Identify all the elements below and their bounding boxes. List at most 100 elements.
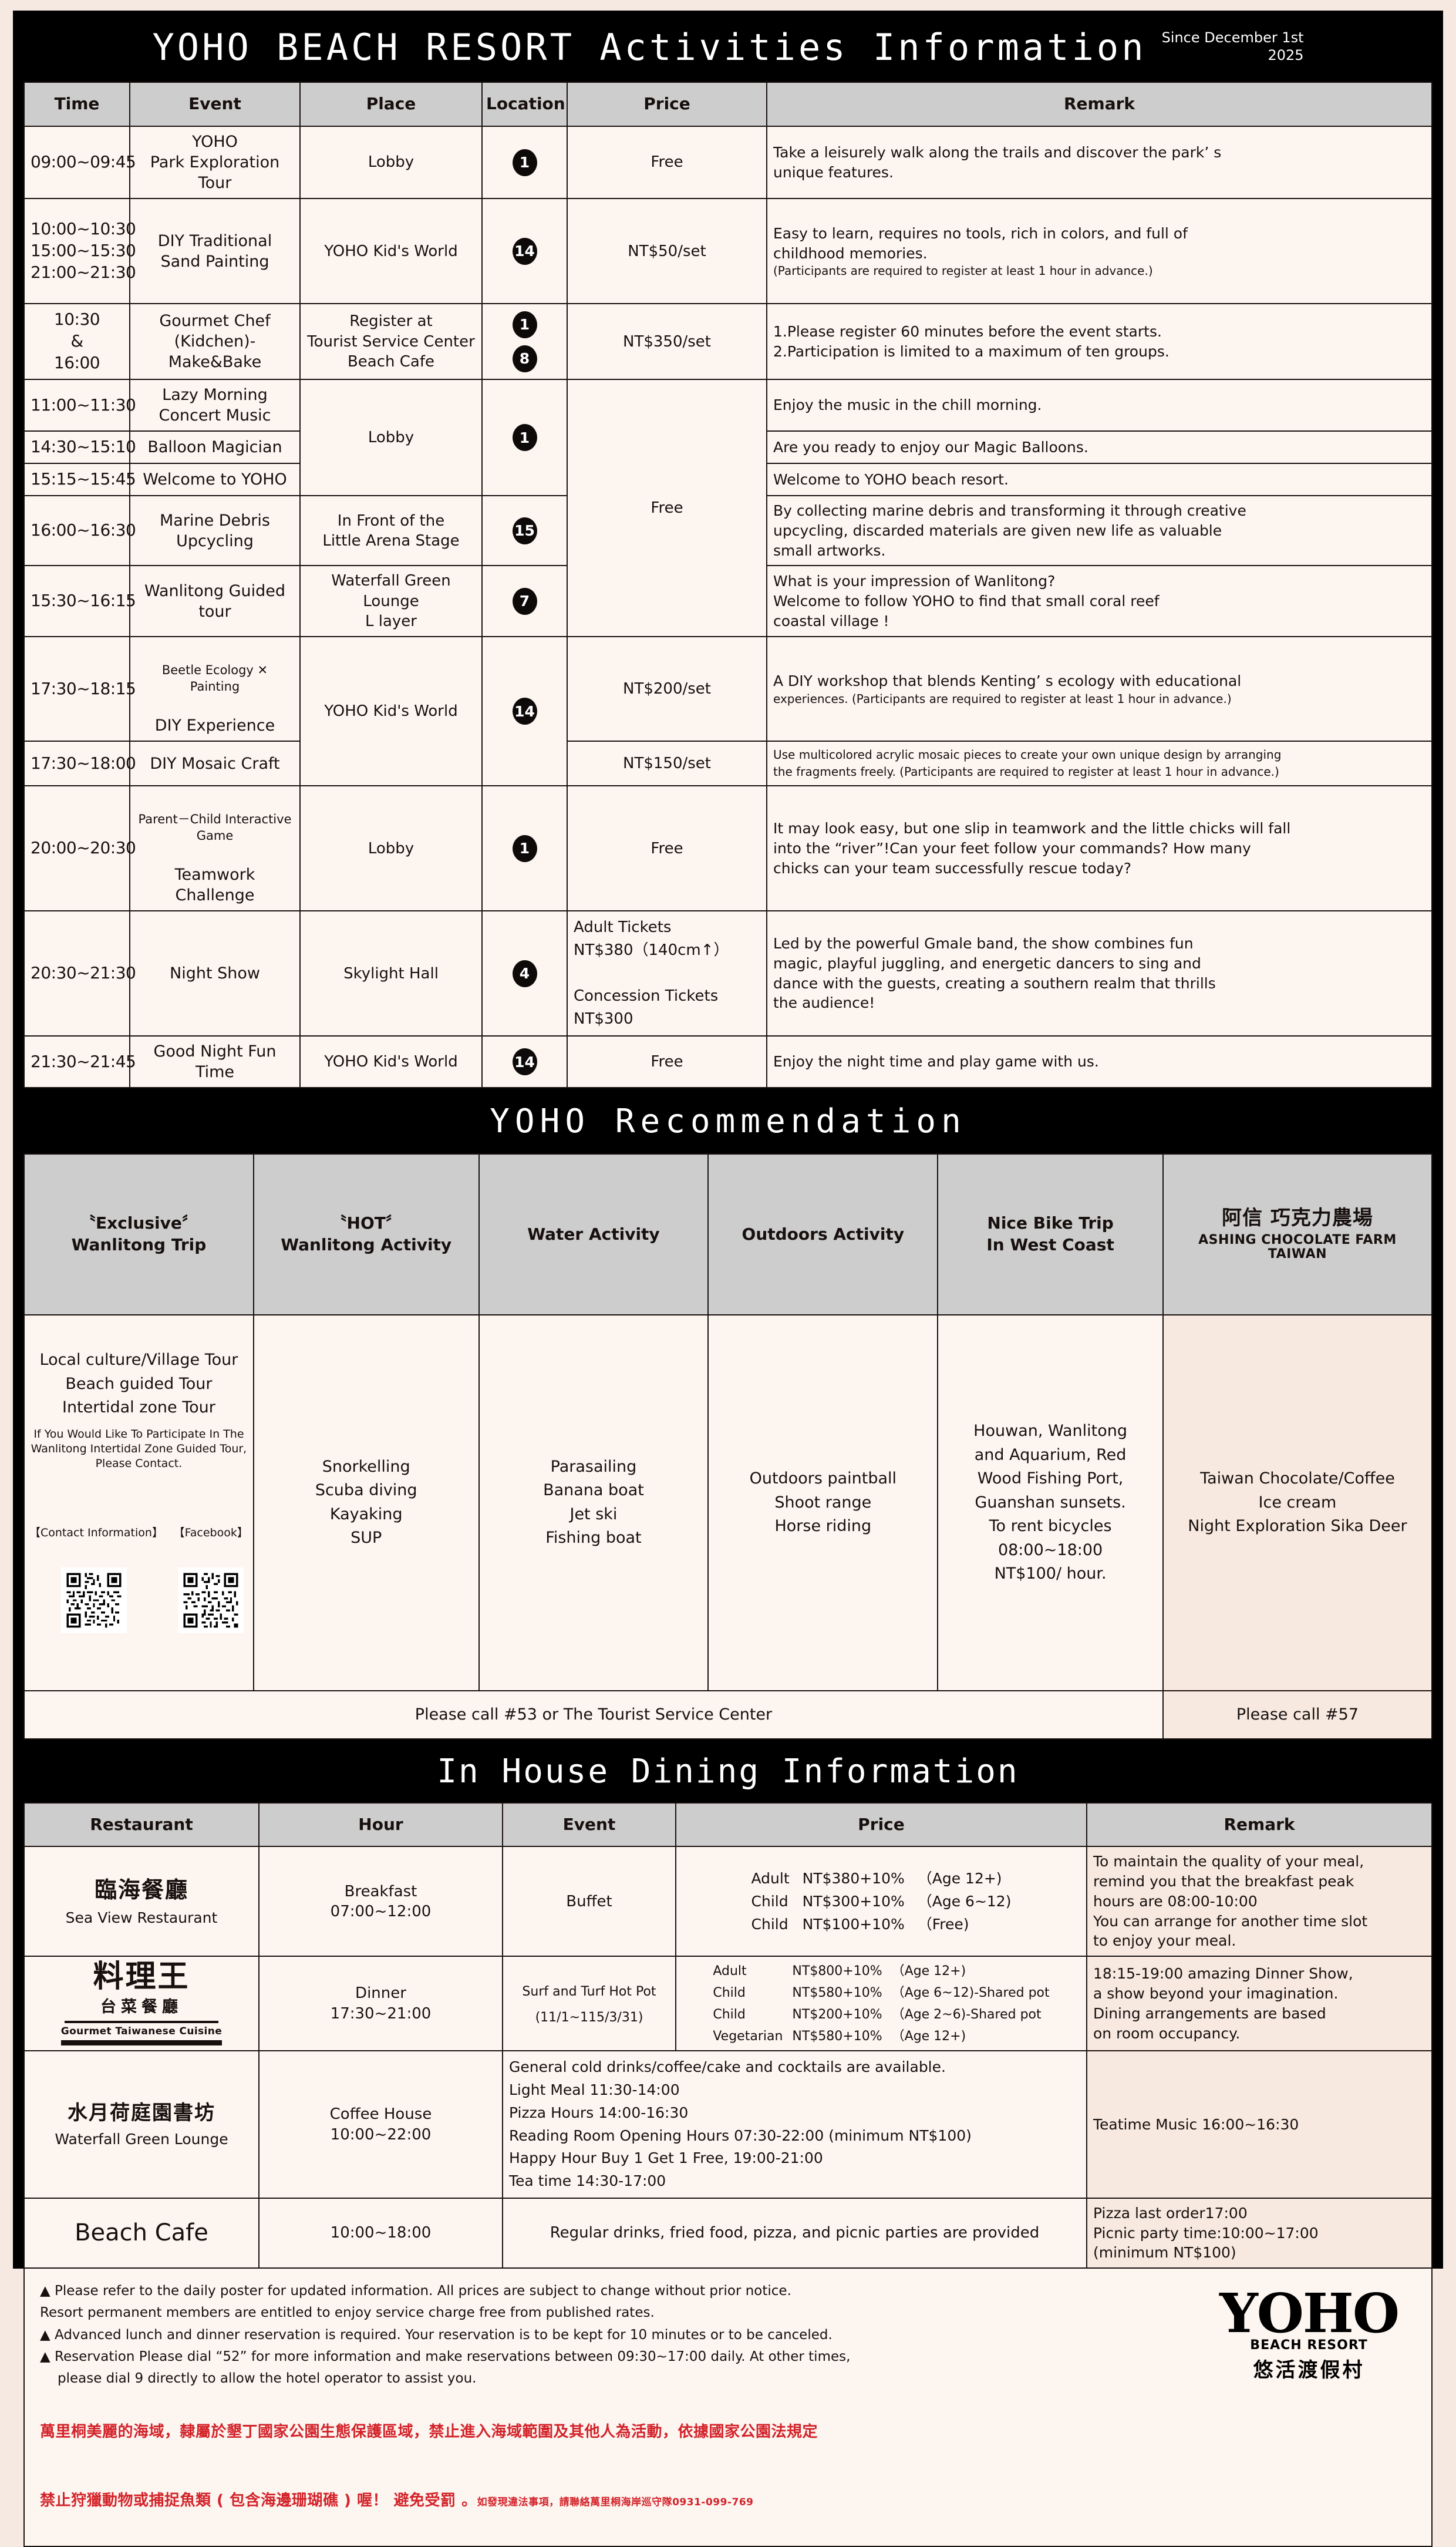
cell-price: NT$150/set	[567, 741, 767, 787]
cell-price: Adult Tickets NT$380（140cm↑） Concession …	[567, 910, 767, 1037]
rec-col-exclusive: 〝Exclusive〞 Wanlitong Trip	[23, 1153, 254, 1315]
cell-price: NT$350/set	[567, 303, 767, 381]
notes-list: ▲ Please refer to the daily poster for u…	[40, 2280, 850, 2535]
cell-remark: What is your impression of Wanlitong? We…	[766, 565, 1433, 638]
poster-page: YOHO BEACH RESORT Activities Information…	[13, 11, 1443, 2547]
rec-exclusive-note: If You Would Like To Participate In The …	[31, 1427, 247, 1470]
price-age: （Age 12+)	[891, 2028, 966, 2044]
cell-price: Free	[567, 1035, 767, 1089]
recommendation-header-row: 〝Exclusive〞 Wanlitong Trip 〝HOT〞 Wanlito…	[23, 1153, 1433, 1315]
cell-place: Skylight Hall	[299, 910, 483, 1037]
rec-col-bike: Nice Bike Trip In West Coast	[937, 1153, 1164, 1315]
brand-name-cn: 悠活渡假村	[1253, 2358, 1365, 2383]
restaurant-name-en: Waterfall Green Lounge	[55, 2131, 228, 2148]
cell-remark: To maintain the quality of your meal, re…	[1086, 1846, 1433, 1957]
cell-price: Free	[567, 785, 767, 912]
table-row: 15:15~15:45 Welcome to YOHO Welcome to Y…	[23, 463, 1433, 497]
rec-col-hot: 〝HOT〞 Wanlitong Activity	[252, 1153, 480, 1315]
cell-place: Register at Tourist Service Center Beach…	[299, 303, 483, 381]
cell-remark: Welcome to YOHO beach resort.	[766, 463, 1433, 497]
qr-contact-label: 【Contact Information】	[29, 1526, 163, 1539]
brand-name: YOHO	[1219, 2282, 1400, 2346]
cell-location: 1	[481, 125, 568, 200]
price-age: （Free)	[917, 1916, 969, 1933]
main-banner: YOHO BEACH RESORT Activities Information…	[13, 11, 1443, 82]
cell-hour: Dinner 17:30~21:00	[258, 1956, 503, 2052]
dining-table-wrap: Restaurant Hour Event Price Remark 臨海餐廳 …	[13, 1802, 1443, 2269]
logo-sub-cn: 台菜餐廳	[100, 1998, 183, 2017]
cell-time: 10:00~10:30 15:00~15:30 21:00~21:30	[23, 198, 136, 305]
price-grid: Adult NT$380+10% （Age 12+) Child NT$300+…	[682, 1869, 1080, 1934]
col-remark: Remark	[766, 82, 1433, 127]
location-badge-icon: 14	[512, 237, 537, 265]
price-who: Child	[751, 1916, 788, 1933]
rec-col-water: Water Activity	[478, 1153, 709, 1315]
cell-event: Wanlitong Guided tour	[129, 565, 301, 638]
col-event: Event	[129, 82, 301, 127]
cell-place: Lobby	[299, 125, 483, 200]
poster-board: YOHO BEACH RESORT Activities Information…	[13, 11, 1443, 2547]
cell-remark: Led by the powerful Gmale band, the show…	[766, 910, 1433, 1037]
table-row: 20:00~20:30 Parent－Child Interactive Gam…	[23, 785, 1433, 912]
price-age: （Age 12+)	[891, 1963, 966, 1979]
price-amount: NT$200+10%	[792, 2007, 882, 2022]
table-row: 20:30~21:30 Night Show Skylight Hall 4 A…	[23, 910, 1433, 1037]
cell-remark: Teatime Music 16:00~16:30	[1086, 2050, 1433, 2199]
cell-restaurant: 料理王 台菜餐廳 Gourmet Taiwanese Cuisine	[23, 1956, 259, 2052]
col-remark: Remark	[1086, 1802, 1433, 1848]
warning-red-text: 萬里桐美麗的海域，隸屬於墾丁國家公園生態保護區域，禁止進入海域範圍及其他人為活動…	[40, 2398, 850, 2535]
qr-facebook[interactable]: 【Facebook】	[174, 1500, 248, 1657]
ashing-chocolate-farm-logo: 阿信 巧克力農場 ASHING CHOCOLATE FARM TAIWAN	[1167, 1189, 1428, 1279]
cell-remark: It may look easy, but one slip in teamwo…	[766, 785, 1433, 912]
cell-location: 1	[481, 785, 568, 912]
cell-event: Buffet	[502, 1846, 676, 1957]
rec-cell-outdoors: Outdoors paintball Shoot range Horse rid…	[707, 1314, 939, 1691]
cell-place: In Front of the Little Arena Stage	[299, 495, 483, 567]
col-price: Price	[675, 1802, 1087, 1848]
warning-line-2: 禁止狩獵動物或捕捉魚類 ( 包含海邊珊瑚礁 ) 喔！ 避免受罰 。如發現違法事項…	[40, 2467, 850, 2512]
cell-place: Waterfall Green Lounge L layer	[299, 565, 483, 638]
cell-hour: 10:00~18:00	[258, 2197, 503, 2269]
note-line: ▲ Advanced lunch and dinner reservation …	[40, 2327, 833, 2343]
cell-place: YOHO Kid's World	[299, 1035, 483, 1089]
cell-remark: A DIY workshop that blends Kenting’ s ec…	[766, 636, 1433, 742]
yoho-brand-logo: YOHO BEACH RESORT 悠活渡假村	[1219, 2280, 1416, 2383]
recommendation-banner: YOHO Recommendation	[13, 1088, 1443, 1154]
qr-contact[interactable]: 【Contact Information】	[29, 1500, 163, 1657]
note-line: please dial 9 directly to allow the hote…	[58, 2371, 477, 2387]
rec-col-outdoors: Outdoors Activity	[707, 1153, 939, 1315]
activities-table: Time Event Place Location Price Remark 0…	[23, 82, 1433, 1089]
cell-remark: Are you ready to enjoy our Magic Balloon…	[766, 430, 1433, 465]
price-amount: NT$580+10%	[792, 1985, 882, 2000]
cell-place: Lobby	[299, 379, 483, 497]
activities-table-wrap: Time Event Place Location Price Remark 0…	[13, 82, 1443, 1089]
cell-remark: By collecting marine debris and transfor…	[766, 495, 1433, 567]
price-amount: NT$580+10%	[792, 2028, 882, 2044]
cell-time: 17:30~18:15	[23, 636, 136, 742]
rec-cell-exclusive: Local culture/Village Tour Beach guided …	[23, 1314, 254, 1691]
remark-note: (Participants are required to register a…	[773, 264, 1153, 278]
recommendation-row: Local culture/Village Tour Beach guided …	[23, 1314, 1433, 1691]
cell-remark: Easy to learn, requires no tools, rich i…	[766, 198, 1433, 305]
cell-event: YOHO Park Exploration Tour	[129, 125, 301, 200]
cell-location: 14	[481, 1035, 568, 1089]
cell-time: 10:30 & 16:00	[23, 303, 130, 381]
cell-hour: Breakfast 07:00~12:00	[258, 1846, 503, 1957]
location-badge-icon: 1	[512, 835, 537, 862]
table-row: 21:30~21:45 Good Night Fun Time YOHO Kid…	[23, 1035, 1433, 1089]
cell-price: NT$50/set	[567, 198, 767, 305]
table-row: 料理王 台菜餐廳 Gourmet Taiwanese Cuisine Dinne…	[23, 1956, 1433, 2052]
cell-event: Lazy Morning Concert Music	[129, 379, 301, 432]
cell-event: DIY Mosaic Craft	[129, 741, 301, 787]
table-row: 14:30~15:10 Balloon Magician Are you rea…	[23, 430, 1433, 465]
price-who: Vegetarian	[713, 2028, 783, 2044]
price-age: （Age 6~12)	[917, 1893, 1012, 1910]
table-row: 17:30~18:15 Beetle Ecology ✕ Painting DI…	[23, 636, 1433, 787]
price-age: （Age 2~6)-Shared pot	[891, 2007, 1042, 2022]
remark-main: Easy to learn, requires no tools, rich i…	[773, 224, 1188, 262]
cell-event: Gourmet Chef (Kidchen)- Make&Bake	[129, 303, 301, 381]
location-badge-icon: 4	[512, 960, 537, 987]
price-age: （Age 12+)	[917, 1870, 1002, 1887]
logo-underline	[60, 2040, 223, 2046]
cell-event: Good Night Fun Time	[129, 1035, 301, 1089]
